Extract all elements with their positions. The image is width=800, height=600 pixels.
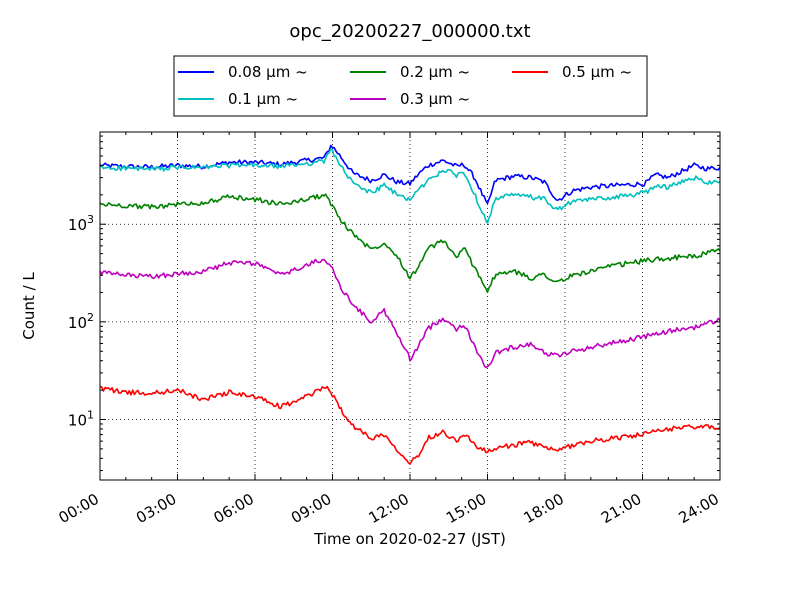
plot-frame [100,132,720,480]
legend-item: 0.08 μm ~ [178,63,308,81]
legend-item: 0.2 μm ~ [350,63,470,81]
series-line [99,385,721,465]
legend-item: 0.1 μm ~ [178,90,298,108]
chart-title: opc_20200227_000000.txt [289,21,530,42]
legend-label: 0.3 μm ~ [400,90,470,108]
x-tick-label: 21:00 [598,490,644,527]
x-tick-label: 00:00 [56,490,102,527]
series-line [99,258,721,369]
y-tick-labels: 101 102 103 [68,213,94,429]
legend-label: 0.1 μm ~ [228,90,298,108]
plot-border [99,131,721,481]
y-tick-label: 102 [68,311,94,332]
x-tick-label: 12:00 [366,490,412,527]
series-line [99,148,721,224]
x-tick-label: 18:00 [521,490,567,527]
series-line [99,144,721,204]
x-tick-label: 24:00 [676,490,722,527]
y-tick-label: 103 [68,213,94,234]
x-tick-label: 03:00 [133,490,179,527]
legend-box [173,55,648,117]
grid-lines [100,132,720,480]
legend: 0.08 μm ~ 0.1 μm ~ 0.2 μm ~ 0.3 μm ~ 0.5 μm … [173,55,648,117]
x-tick-label: 09:00 [288,490,334,527]
legend-item: 0.3 μm ~ [350,90,470,108]
x-tick-labels: 00:00 03:00 06:00 09:00 12:00 15:00 18:00 21:00… [56,490,722,527]
x-axis-label: Time on 2020-02-27 (JST) [313,530,506,548]
legend-item: 0.5 μm ~ [512,63,632,81]
x-tick-label: 15:00 [443,490,489,527]
y-tick-label: 101 [68,408,94,429]
y-axis-label: Count / L [20,272,38,340]
series-lines [99,144,721,465]
x-tick-label: 06:00 [211,490,257,527]
legend-label: 0.08 μm ~ [228,63,308,81]
legend-label: 0.2 μm ~ [400,63,470,81]
plot-area [99,131,721,481]
legend-label: 0.5 μm ~ [562,63,632,81]
series-line [99,193,721,294]
